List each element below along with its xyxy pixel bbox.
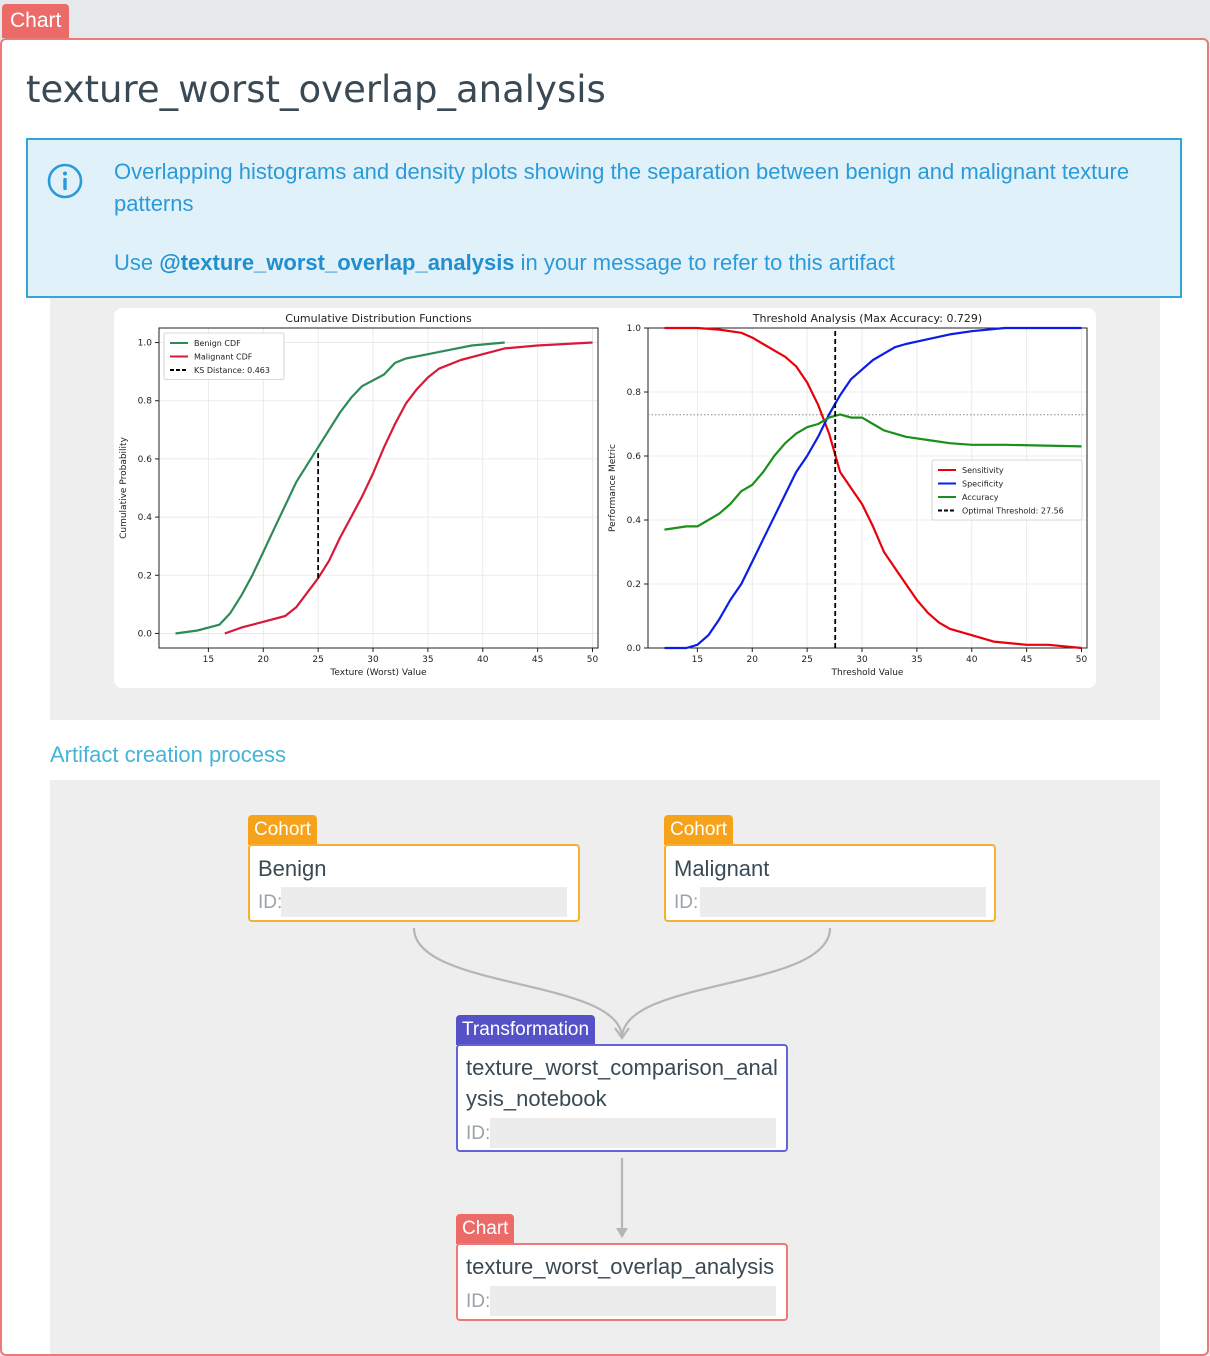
y-tick-label: 1.0	[627, 324, 642, 334]
reference-suffix: in your message to refer to this artifac…	[514, 250, 895, 275]
flow-connectors	[412, 927, 832, 1238]
x-tick-label: 40	[477, 655, 489, 665]
y-tick-label: 0.4	[138, 513, 153, 523]
x-tick-label: 15	[692, 655, 703, 665]
chart-image: 15 20 25 30 35 40 45 50 0.0 0.2 0.4 0.6 0.8 1.0 Cumula…	[114, 308, 1096, 688]
x-tick-label: 20	[747, 655, 759, 665]
legend-label: Sensitivity	[962, 466, 1004, 475]
legend-label: Accuracy	[962, 493, 999, 502]
x-tick-label: 35	[911, 655, 922, 665]
node-id-value	[490, 1118, 776, 1148]
x-tick-label: 20	[258, 655, 270, 665]
y-tick-label: 0.8	[627, 388, 642, 398]
y-tick-label: 0.6	[627, 452, 642, 462]
y-tick-label: 0.4	[627, 516, 642, 526]
series-line	[175, 341, 505, 635]
legend-label: Specificity	[962, 480, 1003, 489]
node-tag-chart: Chart	[456, 1214, 515, 1244]
x-tick-label: 50	[1076, 655, 1088, 665]
y-tick-label: 0.2	[627, 580, 641, 590]
y-tick-label: 0.6	[138, 455, 153, 465]
node-id-label: ID:	[466, 1291, 491, 1312]
x-tick-label: 30	[367, 655, 379, 665]
x-axis-label: Texture (Worst) Value	[329, 668, 427, 678]
node-benign[interactable]: Benign ID:	[248, 844, 580, 922]
node-chart[interactable]: texture_worst_overlap_analysis ID:	[456, 1243, 788, 1321]
y-tick-label: 0.0	[627, 644, 642, 654]
node-malignant[interactable]: Malignant ID:	[664, 844, 996, 922]
legend-box	[163, 332, 285, 380]
legend-label: KS Distance: 0.463	[194, 366, 270, 375]
x-axis-label: Threshold Value	[831, 668, 904, 678]
node-id-value	[281, 887, 567, 917]
artifact-reference[interactable]: @texture_worst_overlap_analysis	[159, 250, 515, 275]
node-name: Benign	[258, 856, 327, 881]
artifact-description: Overlapping histograms and density plots…	[114, 159, 1130, 216]
legend-label: Benign CDF	[194, 339, 241, 348]
y-tick-label: 0.0	[138, 629, 153, 639]
plot-frame	[158, 327, 599, 649]
node-id-label: ID:	[674, 892, 699, 913]
x-tick-label: 25	[312, 655, 323, 665]
chart-title: Cumulative Distribution Functions	[285, 312, 472, 325]
node-name: texture_worst_overlap_analysis	[466, 1254, 775, 1279]
section-title: Artifact creation process	[50, 742, 286, 767]
y-tick-label: 0.8	[138, 397, 153, 407]
node-id-value	[700, 887, 986, 917]
node-id-label: ID:	[466, 1123, 491, 1144]
node-id-value	[490, 1286, 776, 1316]
x-tick-label: 45	[532, 655, 543, 665]
node-name: Malignant	[674, 856, 770, 881]
node-transformation[interactable]: texture_worst_comparison_anal ysis_noteb…	[456, 1044, 788, 1152]
y-axis-label: Cumulative Probability	[119, 436, 129, 538]
node-name-line-1: texture_worst_comparison_anal	[466, 1055, 778, 1080]
x-tick-label: 35	[422, 655, 433, 665]
flow-diagram: Cohort Benign ID: Cohort Malignant ID: T…	[50, 780, 1160, 1354]
series-line	[664, 326, 1082, 650]
edge-malignant-to-transformation	[620, 927, 832, 1039]
x-tick-label: 15	[203, 655, 214, 665]
series-line	[664, 326, 1082, 650]
series-line	[664, 413, 1082, 531]
y-axis-label: Performance Metric	[608, 444, 618, 532]
x-tick-label: 25	[801, 655, 812, 665]
x-tick-label: 40	[966, 655, 978, 665]
edge-benign-to-transformation	[412, 927, 624, 1039]
chart-preview-area: 15 20 25 30 35 40 45 50 0.0 0.2 0.4 0.6 0.8 1.0 Cumula…	[50, 298, 1160, 720]
x-tick-label: 45	[1021, 655, 1032, 665]
arrowhead-transformation	[614, 1027, 630, 1040]
y-tick-label: 0.2	[138, 571, 152, 581]
artifact-type-tag: Chart	[2, 4, 70, 38]
x-tick-label: 30	[856, 655, 868, 665]
arrowhead-chart	[616, 1228, 628, 1238]
node-name-line-2: ysis_notebook	[466, 1086, 607, 1111]
artifact-modal: texture_worst_overlap_analysis Overlappi…	[0, 38, 1209, 1356]
x-tick-label: 50	[587, 655, 599, 665]
node-tag-transformation: Transformation	[456, 1015, 596, 1045]
y-tick-label: 1.0	[138, 339, 153, 349]
info-icon	[47, 163, 83, 199]
reference-prefix: Use	[114, 250, 160, 275]
node-tag-cohort: Cohort	[664, 815, 734, 845]
node-id-label: ID:	[258, 892, 283, 913]
node-tag-cohort: Cohort	[248, 815, 318, 845]
legend-label: Malignant CDF	[194, 353, 253, 362]
plot-frame	[647, 327, 1088, 649]
chart-title: Threshold Analysis (Max Accuracy: 0.729)	[752, 312, 982, 325]
series-line	[224, 341, 593, 635]
info-callout: Overlapping histograms and density plots…	[26, 138, 1182, 298]
artifact-reference-hint: Use @texture_worst_overlap_analysis in y…	[114, 250, 895, 276]
legend-label: Optimal Threshold: 27.56	[962, 507, 1064, 516]
modal-title: texture_worst_overlap_analysis	[26, 68, 606, 111]
chart-figure: 15 20 25 30 35 40 45 50 0.0 0.2 0.4 0.6 0.8 1.0 Cumula…	[119, 312, 1088, 678]
legend-box	[931, 459, 1083, 521]
